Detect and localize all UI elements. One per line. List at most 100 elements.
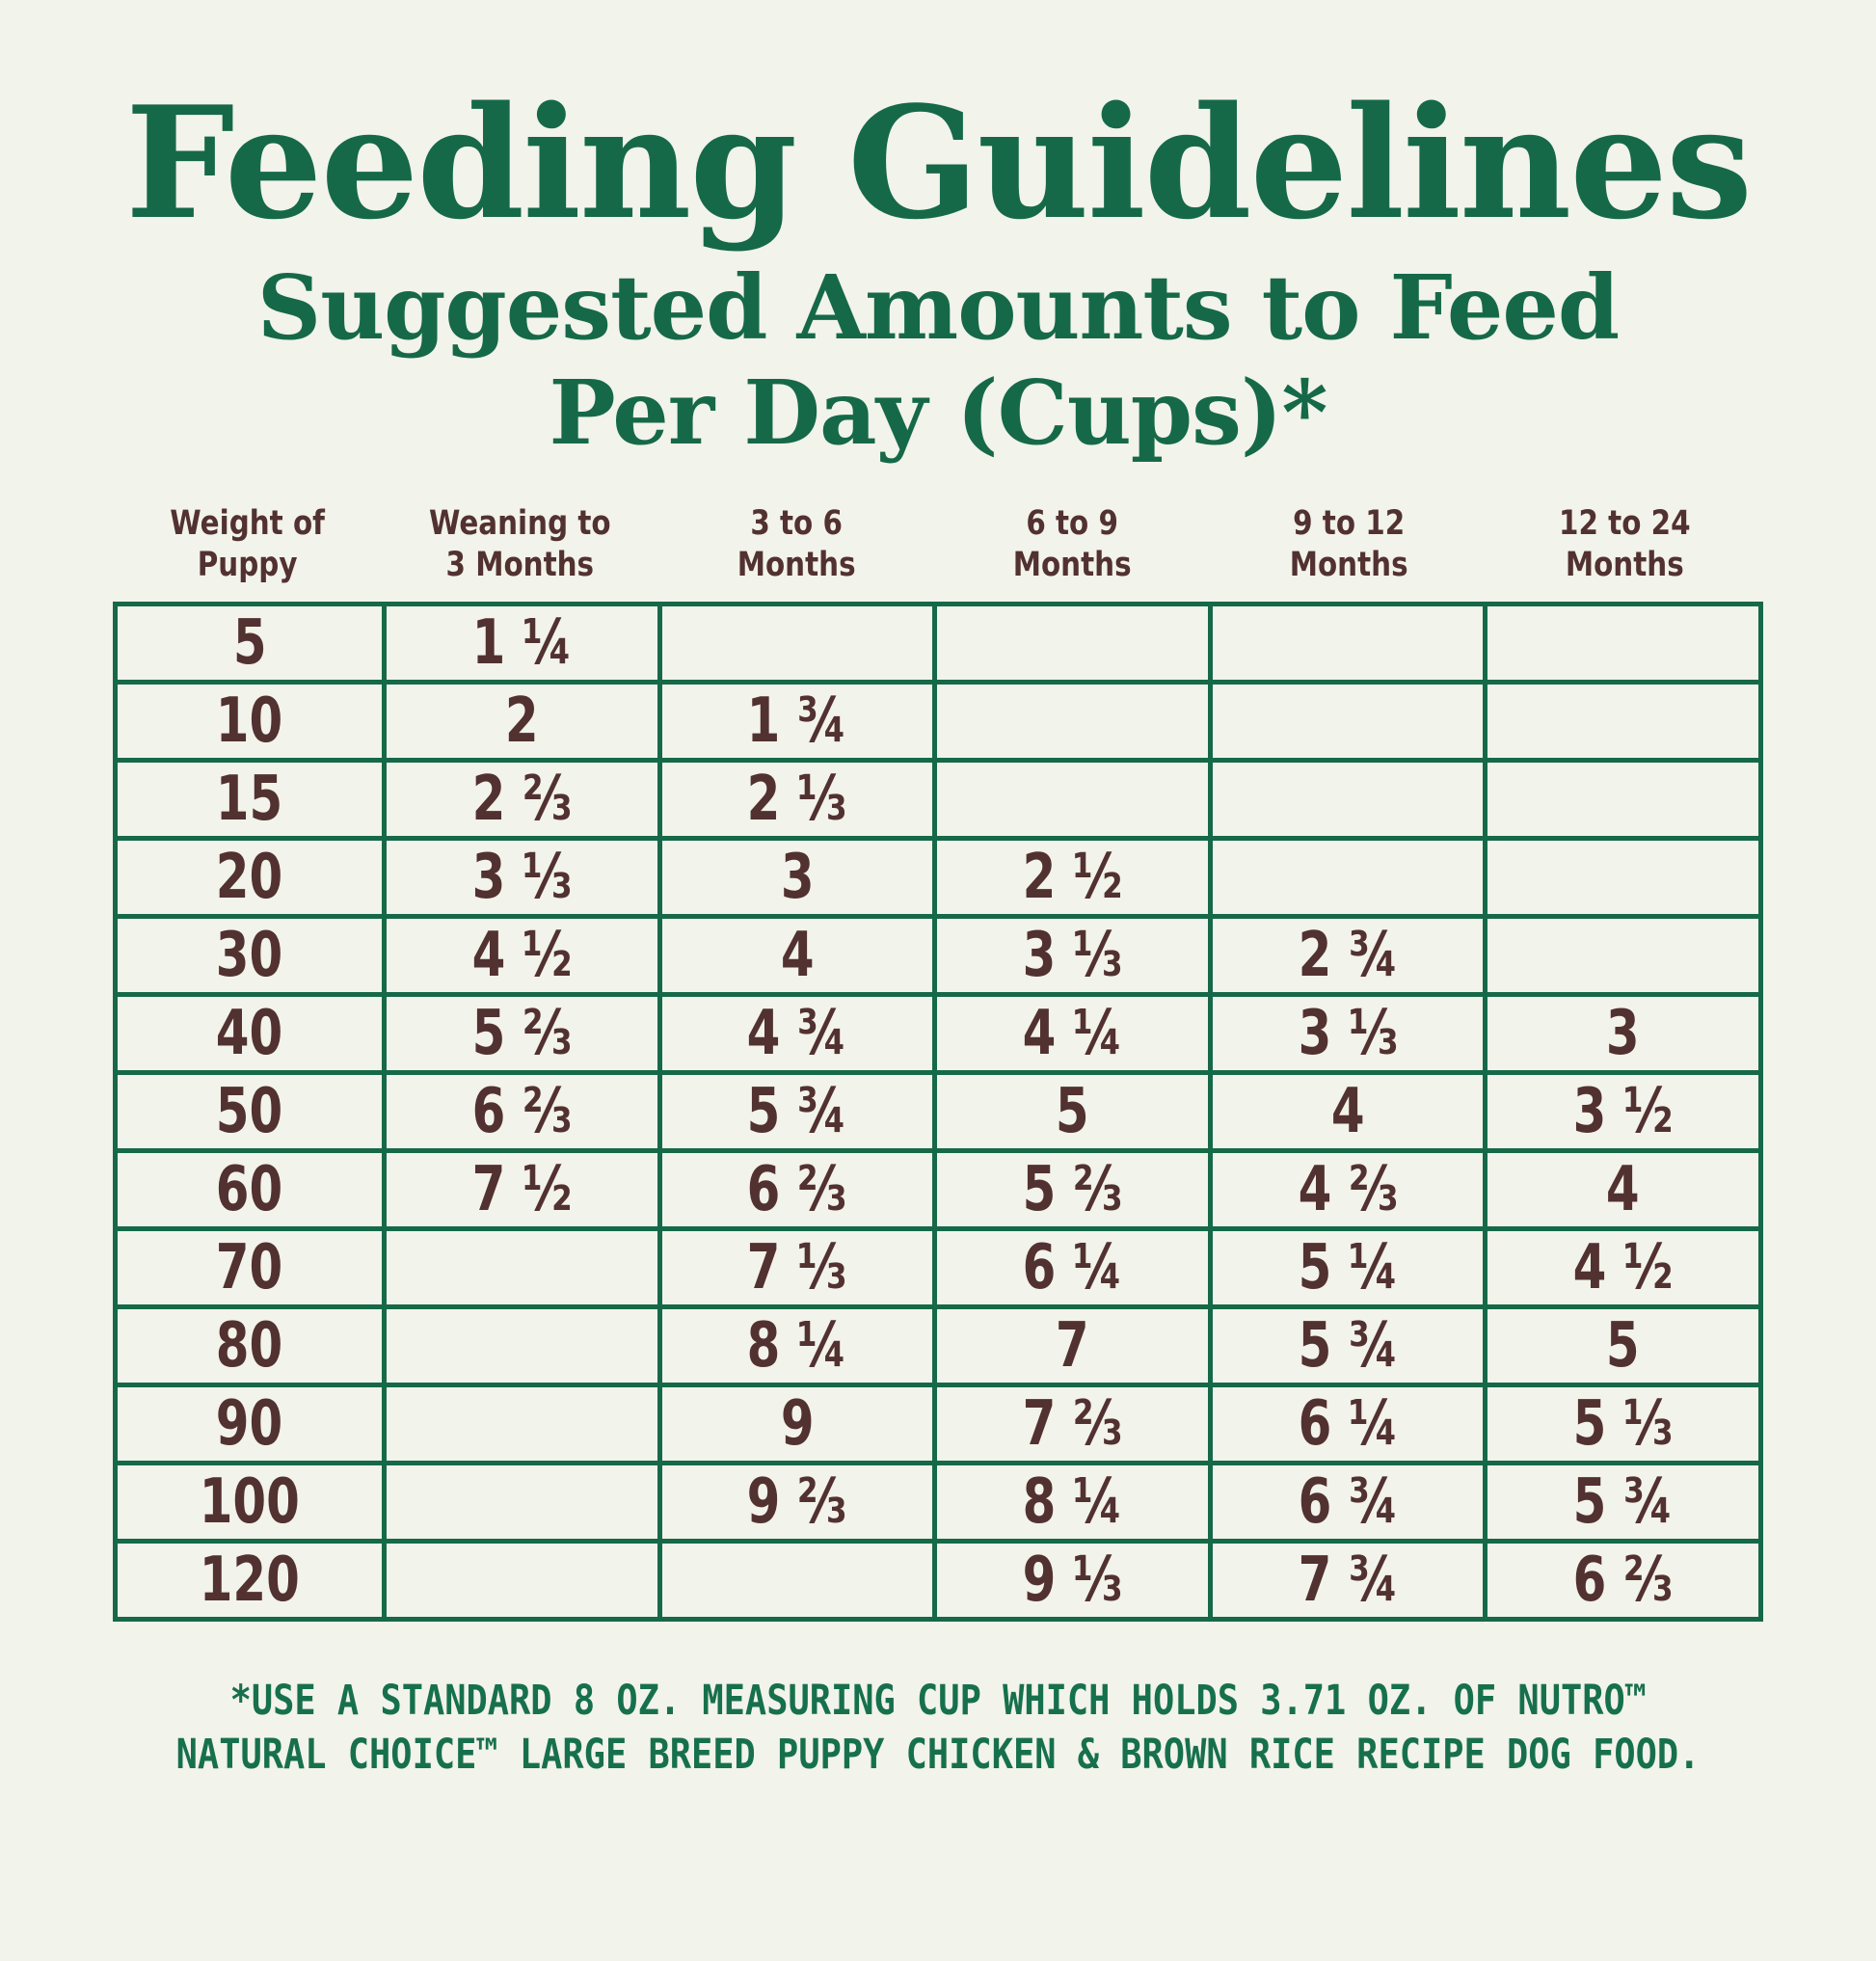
page-title: Feeding Guidelines bbox=[124, 72, 1753, 254]
amount-cell: 7 ¾ bbox=[1207, 1538, 1488, 1622]
table-row: 10 2 1 ¾ bbox=[113, 679, 1763, 763]
table-row: 15 2 ⅔ 2 ⅓ bbox=[113, 757, 1763, 841]
amount-cell bbox=[1207, 679, 1488, 763]
amount-cell: 6 ¾ bbox=[1207, 1460, 1488, 1544]
amount-value: 2 ¾ bbox=[1298, 919, 1398, 991]
table-row: 90 9 7 ⅔ 6 ¼ 5 ⅓ bbox=[113, 1382, 1763, 1465]
weight-value: 90 bbox=[216, 1387, 283, 1460]
amount-cell: 5 ¾ bbox=[1207, 1303, 1488, 1387]
amount-value: 8 ¼ bbox=[746, 1309, 847, 1382]
weight-cell: 60 bbox=[113, 1147, 387, 1231]
amount-value: 7 ½ bbox=[471, 1153, 573, 1225]
amount-value: 6 ¾ bbox=[1298, 1465, 1398, 1538]
amount-value: 4 ¼ bbox=[1022, 997, 1123, 1069]
column-header-weight: Weight of Puppy bbox=[170, 504, 325, 584]
table-row: 20 3 ⅓ 3 2 ½ bbox=[113, 835, 1763, 919]
table-row: 70 7 ⅓ 6 ¼ 5 ¼ 4 ½ bbox=[113, 1225, 1763, 1309]
weight-value: 70 bbox=[216, 1231, 283, 1303]
amount-value: 3 ⅓ bbox=[471, 841, 573, 913]
column-header-weaning-3mo: Weaning to 3 Months bbox=[428, 504, 611, 584]
amount-cell: 7 ⅔ bbox=[932, 1382, 1213, 1465]
amount-cell bbox=[657, 1538, 938, 1622]
amount-value: 6 ¼ bbox=[1022, 1231, 1123, 1303]
weight-value: 10 bbox=[216, 685, 283, 757]
weight-value: 40 bbox=[216, 997, 283, 1069]
amount-cell: 7 ⅓ bbox=[657, 1225, 938, 1309]
weight-cell: 120 bbox=[113, 1538, 387, 1622]
weight-cell: 70 bbox=[113, 1225, 387, 1309]
weight-value: 100 bbox=[199, 1465, 301, 1538]
amount-cell: 5 ¼ bbox=[1207, 1225, 1488, 1309]
amount-cell: 3 bbox=[657, 835, 938, 919]
amount-value: 4 bbox=[780, 919, 815, 991]
amount-cell bbox=[932, 757, 1213, 841]
table-row: 120 9 ⅓ 7 ¾ 6 ⅔ bbox=[113, 1538, 1763, 1622]
amount-cell bbox=[1207, 835, 1488, 919]
amount-value: 3 ½ bbox=[1572, 1075, 1674, 1147]
amount-value: 2 ⅔ bbox=[471, 763, 573, 835]
column-header-6-9mo: 6 to 9 Months bbox=[1013, 504, 1132, 584]
amount-cell bbox=[1483, 679, 1763, 763]
subtitle-line-1: Suggested Amounts to Feed bbox=[256, 255, 1620, 361]
weight-cell: 15 bbox=[113, 757, 387, 841]
amount-cell: 5 ⅓ bbox=[1483, 1382, 1763, 1465]
amount-cell: 5 ⅔ bbox=[382, 991, 662, 1075]
amount-value: 7 ⅔ bbox=[1022, 1387, 1123, 1460]
amount-value: 3 ⅓ bbox=[1022, 919, 1123, 991]
weight-cell: 5 bbox=[113, 601, 387, 685]
amount-value: 5 ⅔ bbox=[1022, 1153, 1123, 1225]
amount-value: 7 ⅓ bbox=[746, 1231, 847, 1303]
amount-cell bbox=[382, 1382, 662, 1465]
amount-value: 3 bbox=[780, 841, 815, 913]
amount-value: 7 ¾ bbox=[1298, 1544, 1398, 1616]
table-row: 80 8 ¼ 7 5 ¾ 5 bbox=[113, 1303, 1763, 1387]
amount-cell bbox=[657, 601, 938, 685]
amount-cell: 4 ½ bbox=[382, 913, 662, 997]
weight-value: 60 bbox=[216, 1153, 283, 1225]
amount-value: 6 ⅔ bbox=[471, 1075, 573, 1147]
amount-cell: 6 ⅔ bbox=[657, 1147, 938, 1231]
amount-cell bbox=[1483, 757, 1763, 841]
feeding-table: 5 1 ¼ 10 2 1 ¾ 15 2 ⅔ 2 ⅓ bbox=[113, 601, 1763, 1622]
amount-cell bbox=[382, 1303, 662, 1387]
weight-value: 30 bbox=[216, 919, 283, 991]
amount-cell bbox=[1207, 757, 1488, 841]
amount-cell: 8 ¼ bbox=[657, 1303, 938, 1387]
amount-value: 7 bbox=[1056, 1309, 1089, 1382]
amount-cell: 5 bbox=[932, 1069, 1213, 1153]
amount-cell: 6 ¼ bbox=[932, 1225, 1213, 1309]
table-row: 30 4 ½ 4 3 ⅓ 2 ¾ bbox=[113, 913, 1763, 997]
amount-value: 4 ⅔ bbox=[1298, 1153, 1398, 1225]
weight-value: 15 bbox=[216, 763, 283, 835]
amount-value: 9 ⅓ bbox=[1022, 1544, 1123, 1616]
amount-cell: 5 bbox=[1483, 1303, 1763, 1387]
amount-cell: 6 ⅔ bbox=[1483, 1538, 1763, 1622]
amount-cell: 5 ¾ bbox=[1483, 1460, 1763, 1544]
amount-cell: 7 ½ bbox=[382, 1147, 662, 1231]
column-header-12-24mo: 12 to 24 Months bbox=[1559, 504, 1691, 584]
amount-value: 2 ½ bbox=[1022, 841, 1123, 913]
column-header-3-6mo: 3 to 6 Months bbox=[737, 504, 856, 584]
amount-cell: 6 ¼ bbox=[1207, 1382, 1488, 1465]
weight-cell: 90 bbox=[113, 1382, 387, 1465]
amount-value: 4 ½ bbox=[1572, 1231, 1674, 1303]
weight-cell: 100 bbox=[113, 1460, 387, 1544]
amount-value: 1 ¼ bbox=[471, 606, 573, 679]
subtitle-line-2: Per Day (Cups)* bbox=[549, 360, 1327, 465]
amount-cell: 4 bbox=[657, 913, 938, 997]
amount-value: 5 bbox=[1056, 1075, 1089, 1147]
page-subtitle: Suggested Amounts to Feed Per Day (Cups)… bbox=[0, 255, 1876, 465]
amount-cell: 2 ¾ bbox=[1207, 913, 1488, 997]
amount-value: 3 ⅓ bbox=[1298, 997, 1398, 1069]
weight-cell: 20 bbox=[113, 835, 387, 919]
amount-cell: 3 ⅓ bbox=[382, 835, 662, 919]
amount-cell: 2 ½ bbox=[932, 835, 1213, 919]
weight-value: 120 bbox=[199, 1544, 301, 1616]
amount-cell bbox=[1483, 601, 1763, 685]
amount-cell: 2 bbox=[382, 679, 662, 763]
amount-cell: 4 ¼ bbox=[932, 991, 1213, 1075]
amount-cell: 1 ¾ bbox=[657, 679, 938, 763]
amount-value: 1 ¾ bbox=[746, 685, 847, 757]
amount-value: 6 ⅔ bbox=[746, 1153, 847, 1225]
table-row: 5 1 ¼ bbox=[113, 601, 1763, 685]
